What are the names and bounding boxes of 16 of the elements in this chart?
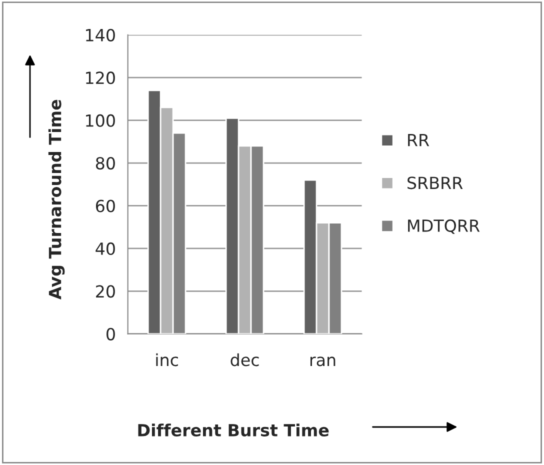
y-tick-label: 40 bbox=[96, 242, 115, 256]
legend-label: SRBRR bbox=[408, 176, 463, 190]
x-tick-label: ran bbox=[310, 356, 336, 366]
y-tick-label: 140 bbox=[86, 28, 115, 42]
y-tick-label: 0 bbox=[106, 328, 115, 340]
legend-label: RR bbox=[408, 134, 430, 146]
y-tick-label: 100 bbox=[86, 114, 115, 127]
y-tick-label: 60 bbox=[96, 200, 115, 212]
legend-label: MDTQRR bbox=[408, 219, 480, 234]
x-axis-title: Different Burst Time bbox=[138, 424, 329, 436]
y-axis-title: Avg Turnaround Time bbox=[48, 100, 65, 300]
x-tick-label: inc bbox=[156, 353, 178, 366]
x-tick-label: dec bbox=[230, 353, 259, 366]
y-tick-label: 80 bbox=[96, 156, 115, 170]
y-tick-label: 120 bbox=[86, 72, 115, 84]
y-tick-label: 20 bbox=[96, 285, 115, 298]
